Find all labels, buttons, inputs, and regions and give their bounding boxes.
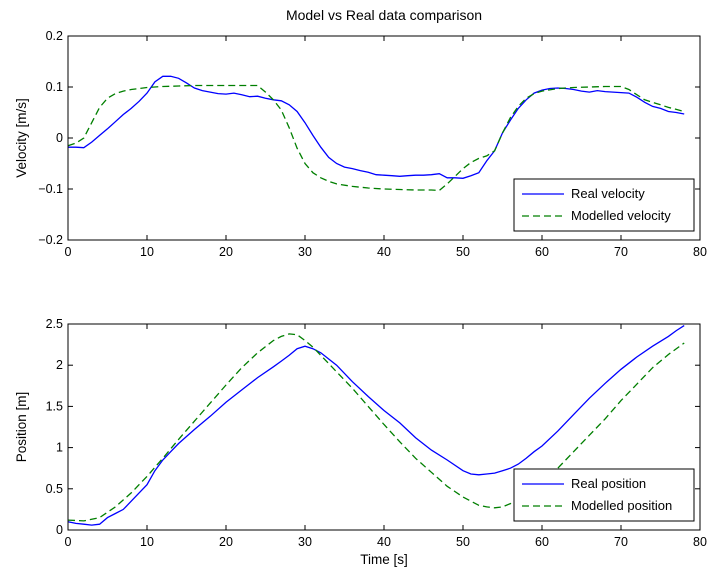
velocity-plot: 0 10 20 30 40 50 60 70 80 −0.2 −0.1 0 0.1 0.2 Velocity…	[14, 29, 707, 259]
velocity-y-axis-label: Velocity [m/s]	[14, 98, 29, 178]
velocity-axes-box	[67, 35, 701, 241]
position-legend: Real position Modelled position	[513, 468, 695, 522]
velocity-series-real-line	[68, 75, 685, 179]
velocity-y-tick-label: 0	[56, 131, 63, 145]
position-x-tick-label: 40	[377, 535, 391, 549]
velocity-x-tick-label: 10	[140, 245, 154, 259]
position-plot: 0 10 20 30 40 50 60 70 80 0 0.5 1 1.5 2 2.5 Position [m…	[14, 317, 707, 567]
velocity-y-tick-label: 0.1	[46, 80, 63, 94]
velocity-x-tick-label: 70	[614, 245, 628, 259]
position-legend-label-real: Real position	[571, 476, 646, 491]
velocity-legend: Real velocity Modelled velocity	[513, 178, 695, 232]
velocity-x-tick-label: 60	[535, 245, 549, 259]
position-y-tick-label: 1	[56, 441, 63, 455]
position-x-tick-label: 30	[298, 535, 312, 549]
position-y-axis-label: Position [m]	[14, 392, 29, 463]
velocity-x-tick-label: 50	[456, 245, 470, 259]
position-legend-box	[513, 468, 695, 522]
position-x-tick-label: 60	[535, 535, 549, 549]
position-x-tick-label: 70	[614, 535, 628, 549]
position-y-tick-label: 2.5	[46, 317, 63, 331]
velocity-x-tick-label: 0	[65, 245, 72, 259]
position-legend-label-modelled: Modelled position	[571, 498, 672, 513]
velocity-series-modelled-line	[67, 84, 685, 192]
position-y-tick-label: 0	[56, 523, 63, 537]
velocity-x-tick-label: 30	[298, 245, 312, 259]
position-y-tick-label: 0.5	[46, 482, 63, 496]
position-x-tick-label: 80	[693, 535, 707, 549]
velocity-legend-label-modelled: Modelled velocity	[571, 208, 671, 223]
position-x-tick-label: 0	[65, 535, 72, 549]
velocity-y-tick-label: 0.2	[46, 29, 63, 43]
position-series-real-line	[67, 325, 685, 526]
position-x-tick-label: 20	[219, 535, 233, 549]
position-axes-box	[67, 323, 701, 531]
velocity-y-tick-label: −0.2	[38, 233, 63, 247]
position-y-tick-label: 2	[56, 358, 63, 372]
velocity-x-tick-label: 40	[377, 245, 391, 259]
velocity-x-tick-label: 20	[219, 245, 233, 259]
position-x-tick-label: 50	[456, 535, 470, 549]
velocity-legend-label-real: Real velocity	[571, 186, 645, 201]
position-x-tick-label: 10	[140, 535, 154, 549]
chart-title: Model vs Real data comparison	[286, 7, 482, 23]
velocity-y-tick-label: −0.1	[38, 182, 63, 196]
velocity-x-tick-label: 80	[693, 245, 707, 259]
velocity-legend-box	[513, 178, 695, 232]
position-series-modelled-line	[67, 333, 685, 522]
position-y-tick-label: 1.5	[46, 399, 63, 413]
position-x-axis-label: Time [s]	[360, 552, 408, 567]
